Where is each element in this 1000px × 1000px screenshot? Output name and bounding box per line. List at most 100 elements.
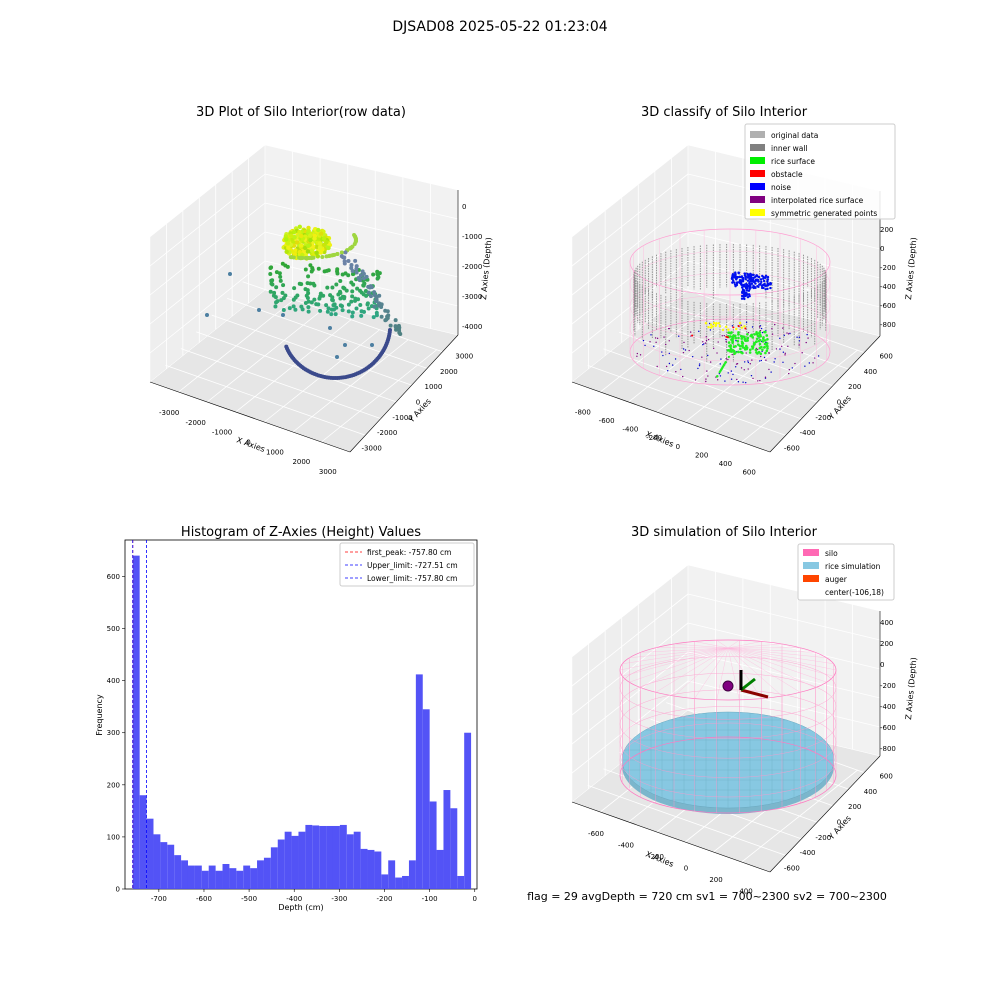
rice-surface-point xyxy=(740,342,744,345)
rice-surface-point xyxy=(732,345,736,349)
raw-point xyxy=(350,294,355,299)
noise-point xyxy=(727,372,729,374)
symmetric-point xyxy=(740,326,744,329)
raw-point xyxy=(317,245,323,251)
silo-roof-strut xyxy=(694,641,729,649)
noise-point xyxy=(740,297,744,300)
noise-point xyxy=(740,279,743,282)
silo-roof-strut xyxy=(716,640,729,649)
hist-bar xyxy=(381,874,389,889)
raw-point xyxy=(339,250,344,255)
hist-bar xyxy=(257,860,264,889)
legend-swatch xyxy=(750,131,765,138)
raw-point xyxy=(354,306,359,311)
noise-point xyxy=(731,281,734,284)
noise-point xyxy=(719,375,722,377)
raw-point xyxy=(280,290,285,295)
p4-ztick: 0 xyxy=(880,661,884,669)
raw-point xyxy=(308,233,313,238)
hist-xlabel: Depth (cm) xyxy=(278,903,323,912)
p1-xtick: 0 xyxy=(246,439,250,447)
raw-point xyxy=(297,224,303,229)
hist-bar xyxy=(222,863,230,889)
raw-point xyxy=(358,273,363,278)
grid-line xyxy=(149,173,266,267)
noise-point xyxy=(731,325,734,327)
p4-ztick: -200 xyxy=(880,682,896,690)
legend-label: center(-106,18) xyxy=(825,588,884,597)
hist-x-ticks: -700 -600 -500 -400 -300 -200 -100 0 xyxy=(151,889,477,903)
noise-point xyxy=(758,283,761,286)
raw-point xyxy=(283,293,288,298)
silo-roof-strut xyxy=(727,640,740,649)
noise-point xyxy=(709,361,712,363)
hist-xtick: -600 xyxy=(196,895,212,903)
p2-xtick: 400 xyxy=(719,460,732,468)
rice-surface-point xyxy=(753,341,756,345)
raw-point xyxy=(278,274,283,279)
p4-xtick: -600 xyxy=(588,830,604,838)
raw-point xyxy=(297,229,302,235)
legend-label: rice surface xyxy=(771,157,815,166)
panel4-z-ticks: 400 200 0 -200 -400 -600 -800 xyxy=(880,619,896,753)
noise-point xyxy=(784,352,786,355)
legend-label: symmetric generated points xyxy=(771,209,877,218)
obstacle-point xyxy=(732,326,735,329)
panel4-legend: silo rice simulation auger center(-106,18) xyxy=(797,543,895,601)
raw-point xyxy=(311,281,316,286)
raw-point xyxy=(350,272,355,277)
raw-point xyxy=(306,228,311,234)
grid-line xyxy=(666,282,865,353)
p1-ytick: 2000 xyxy=(440,368,458,376)
hist-bar xyxy=(146,818,154,889)
noise-point xyxy=(768,368,770,371)
rice-surface-point xyxy=(764,351,767,355)
noise-point xyxy=(698,330,700,333)
noise-point xyxy=(788,369,791,371)
noise-point xyxy=(750,282,754,286)
noise-point xyxy=(752,273,755,277)
hist-bar xyxy=(429,801,437,889)
raw-point xyxy=(363,288,368,293)
raw-point xyxy=(293,307,298,312)
noise-point xyxy=(665,343,667,346)
noise-point xyxy=(762,277,765,280)
panel4-zlabel: Z Axies (Depth) xyxy=(904,657,918,720)
noise-point xyxy=(682,351,685,354)
legend-swatch xyxy=(803,575,819,582)
raw-point xyxy=(346,302,351,307)
raw-point xyxy=(268,272,273,277)
noise-point xyxy=(760,286,764,290)
silo-roof-strut xyxy=(694,647,729,699)
noise-point xyxy=(735,339,737,342)
noise-point xyxy=(740,284,744,287)
rice-surface-point xyxy=(766,338,769,341)
hist-bar xyxy=(160,842,168,889)
noise-point xyxy=(736,281,739,284)
raw-point xyxy=(338,278,343,283)
grid-line xyxy=(211,314,412,386)
noise-point xyxy=(707,375,709,377)
raw-point xyxy=(321,236,327,241)
p2-ytick: 600 xyxy=(879,353,892,361)
noise-point xyxy=(748,288,751,291)
rice-surface-point xyxy=(758,342,762,346)
raw-point xyxy=(228,272,232,276)
noise-point xyxy=(747,368,749,370)
raw-point xyxy=(324,240,329,245)
panel2-legend: original data inner wall rice surface obsta… xyxy=(744,123,896,220)
raw-point xyxy=(292,286,297,291)
noise-point xyxy=(764,288,767,291)
raw-point xyxy=(350,269,355,274)
panel1-points xyxy=(205,224,403,380)
raw-point xyxy=(281,313,285,317)
hist-xtick: -500 xyxy=(241,895,257,903)
hist-bar xyxy=(319,825,327,889)
raw-point xyxy=(359,313,364,318)
raw-point xyxy=(370,343,374,347)
rice-surface-point xyxy=(727,355,730,358)
rice-surface-point xyxy=(764,330,767,334)
noise-point xyxy=(812,362,814,364)
hist-bar xyxy=(298,831,306,889)
noise-point xyxy=(788,372,790,375)
